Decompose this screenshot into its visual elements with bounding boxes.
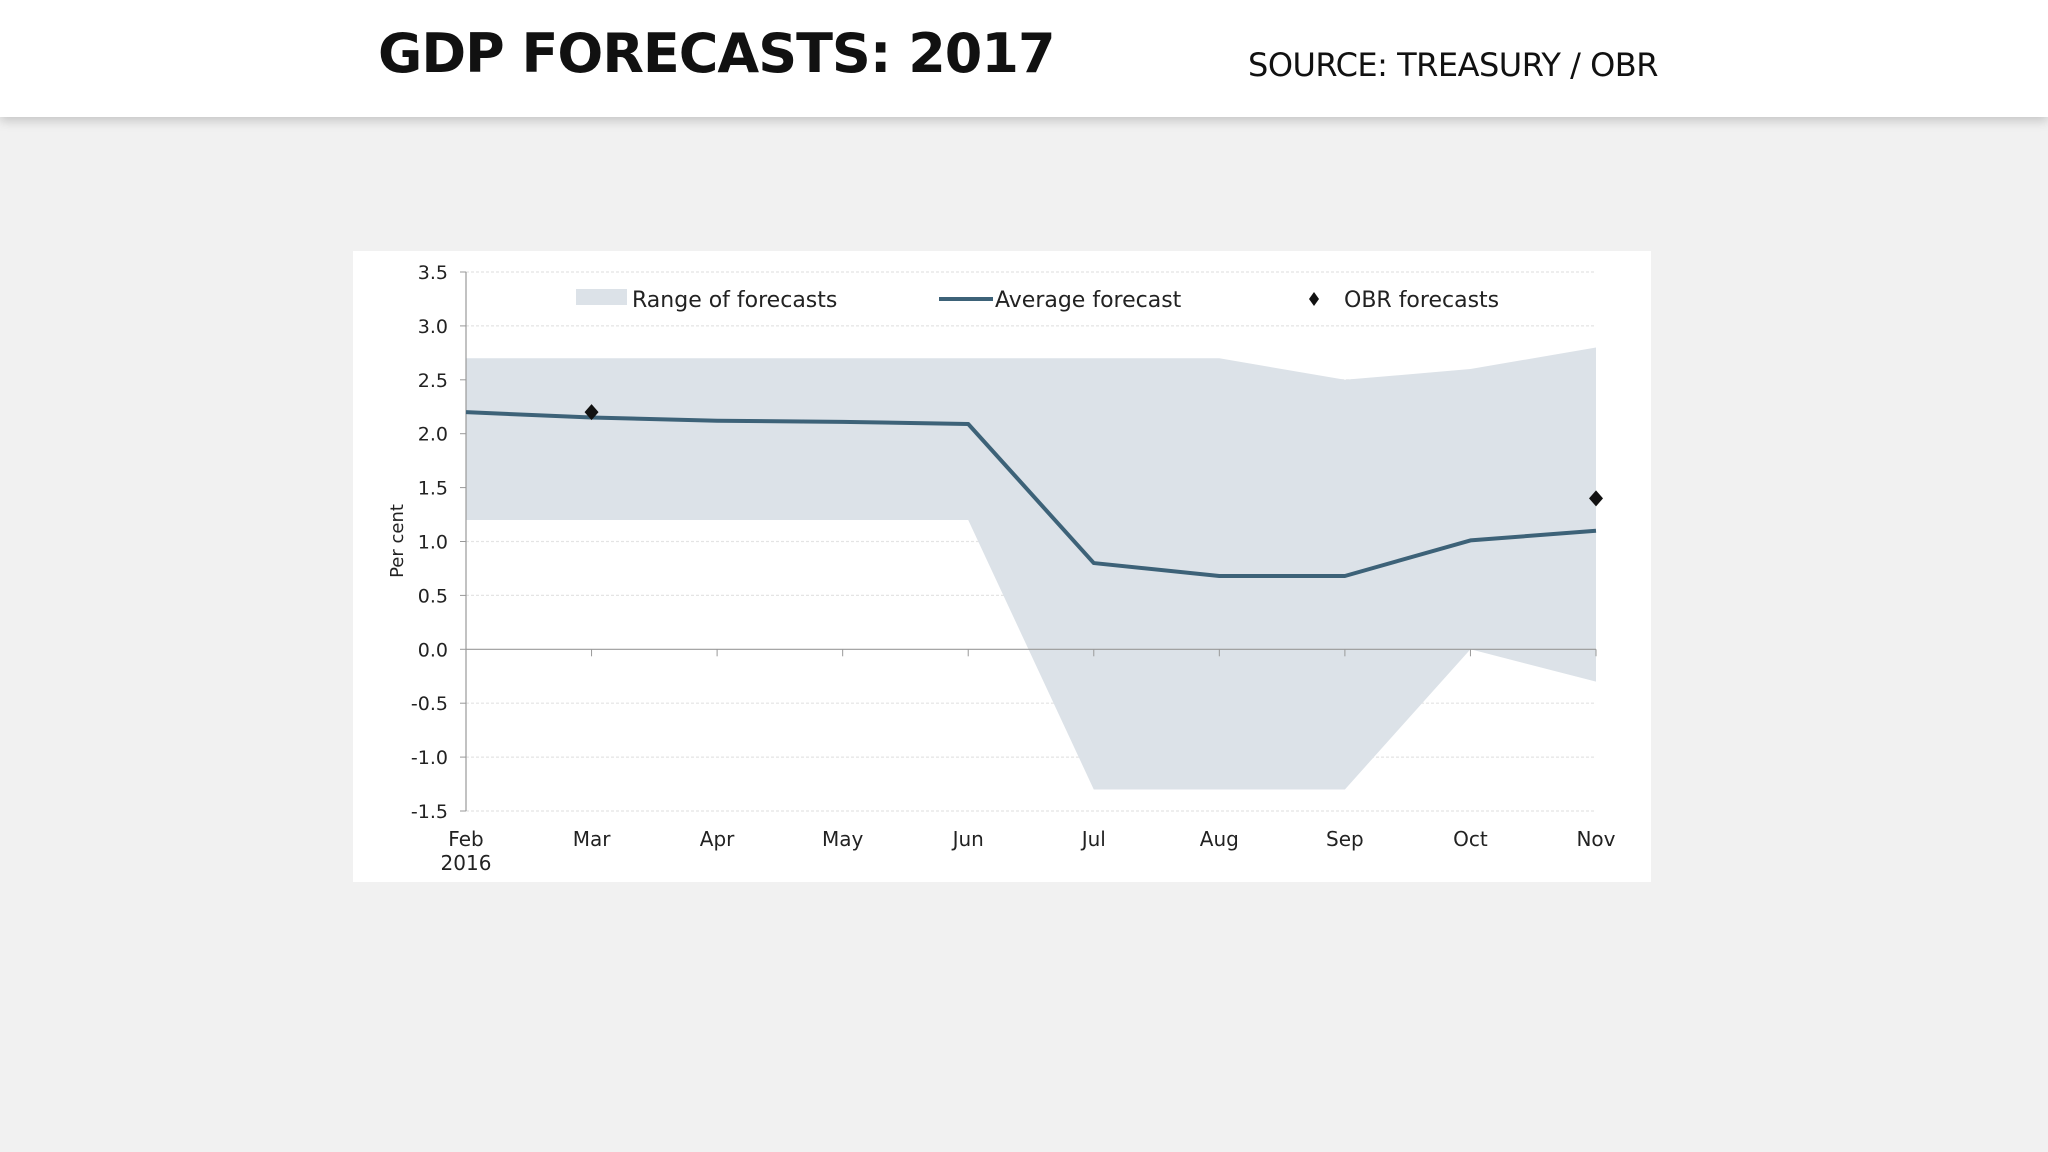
y-tick-label: 3.0 xyxy=(418,316,448,338)
gdp-forecast-chart: 3.5 3.0 2.5 2.0 1.5 1.0 0.5 0.0 -0.5 -1.0 -1.5Feb2… xyxy=(387,262,1616,875)
x-tick-label: Mar xyxy=(573,827,612,851)
x-tick-label: Feb xyxy=(448,827,483,851)
source-label: SOURCE: TREASURY / OBR xyxy=(1248,46,1658,84)
legend-label-obr: OBR forecasts xyxy=(1344,288,1499,313)
y-tick-label: 2.5 xyxy=(418,370,448,392)
x-tick-label: Aug xyxy=(1200,827,1239,851)
y-tick-label: -0.5 xyxy=(411,693,448,715)
legend-swatch-obr xyxy=(1309,292,1319,306)
y-tick-label: -1.5 xyxy=(411,801,448,823)
obr-forecast-point xyxy=(1589,490,1603,507)
legend-label-average: Average forecast xyxy=(995,288,1182,313)
x-tick-label: Apr xyxy=(700,827,735,851)
y-tick-label: -1.0 xyxy=(411,747,448,769)
legend-swatch-range xyxy=(576,289,627,305)
header-bar: GDP FORECASTS: 2017 SOURCE: TREASURY / O… xyxy=(0,0,2048,117)
y-tick-label: 3.5 xyxy=(418,262,448,284)
legend-label-range: Range of forecasts xyxy=(632,288,837,313)
x-tick-label: Oct xyxy=(1453,827,1488,851)
y-tick-label: 1.0 xyxy=(418,532,448,554)
y-tick-label: 0.5 xyxy=(418,585,448,607)
x-tick-label: May xyxy=(822,827,864,851)
range-of-forecasts-band xyxy=(466,347,1596,790)
y-axis-label: Per cent xyxy=(387,504,408,578)
y-tick-label: 2.0 xyxy=(418,424,448,446)
x-tick-label: Jul xyxy=(1080,827,1106,851)
y-tick-label: 1.5 xyxy=(418,478,448,500)
x-tick-label: Jun xyxy=(951,827,984,851)
y-tick-label: 0.0 xyxy=(418,639,448,661)
chart-panel: 3.5 3.0 2.5 2.0 1.5 1.0 0.5 0.0 -0.5 -1.0 -1.5 Feb 2… xyxy=(353,251,1651,882)
average-forecast-line xyxy=(465,410,1597,578)
x-tick-label: Nov xyxy=(1576,827,1615,851)
x-tick-sublabel: 2016 xyxy=(441,851,492,875)
obr-forecast-point xyxy=(584,404,599,421)
page-title: GDP FORECASTS: 2017 xyxy=(378,22,1056,85)
x-tick-label: Sep xyxy=(1326,827,1364,851)
